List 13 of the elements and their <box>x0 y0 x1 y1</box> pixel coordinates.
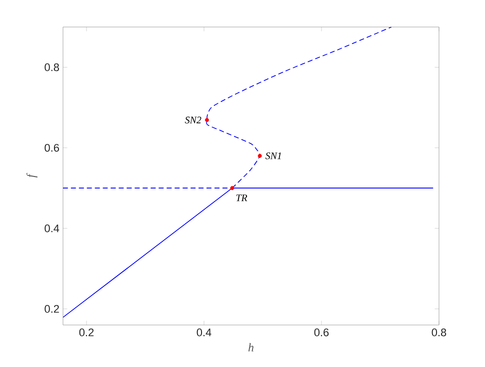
y-tick-label: 0.4 <box>44 224 60 232</box>
x-tick-label: 0.6 <box>314 328 329 336</box>
x-tick-label: 0.2 <box>79 328 94 336</box>
y-tick-label: 0.6 <box>44 144 59 152</box>
annotation: TR <box>236 194 248 202</box>
y-tick-label: 0.2 <box>44 305 59 313</box>
y-axis-title: f <box>26 172 38 178</box>
y-tick-label: 0.8 <box>44 63 59 72</box>
annotation: SN1 <box>265 152 281 160</box>
x-tick-label: 0.8 <box>432 328 446 336</box>
x-tick-label: 0.4 <box>196 328 212 336</box>
annotation: SN2 <box>184 116 202 124</box>
x-axis-title: h <box>248 343 254 352</box>
